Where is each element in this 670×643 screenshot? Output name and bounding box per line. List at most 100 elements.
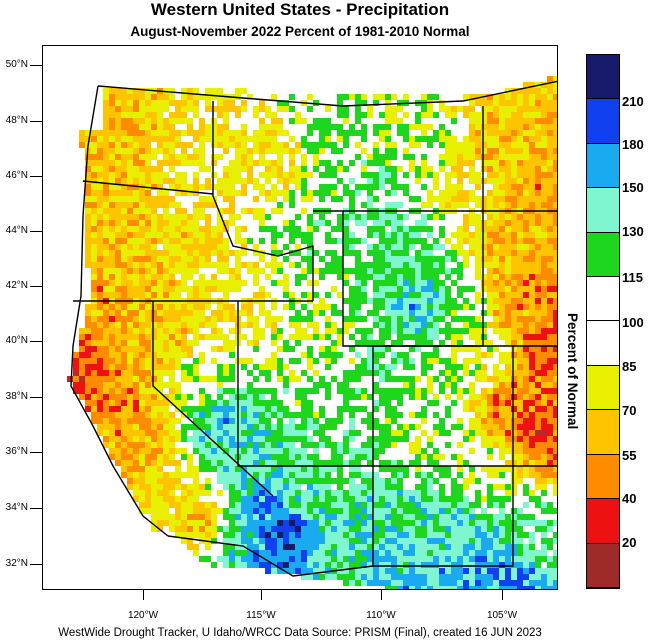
heat-cell [463, 466, 469, 472]
heat-cell [271, 280, 277, 286]
heat-cell [217, 190, 223, 196]
lat-label-42: 42°N [5, 280, 28, 291]
heat-cell [133, 388, 139, 394]
heat-cell [169, 328, 175, 334]
heat-cell [517, 316, 523, 322]
heat-cell [181, 256, 187, 262]
heat-cell [151, 184, 157, 190]
heat-cell [151, 256, 157, 262]
heat-cell [121, 442, 127, 448]
heat-cell [259, 226, 265, 232]
heat-cell [193, 160, 199, 166]
heat-cell [355, 202, 361, 208]
heat-cell [415, 436, 421, 442]
heat-cell [229, 148, 235, 154]
heat-cell [313, 322, 319, 328]
heat-cell [343, 172, 349, 178]
heat-cell [151, 112, 157, 118]
heat-cell [205, 178, 211, 184]
heat-cell [499, 250, 505, 256]
heat-cell [271, 460, 277, 466]
heat-cell [451, 100, 457, 106]
heat-cell [481, 124, 487, 130]
heat-cell [541, 232, 547, 238]
heat-cell [163, 340, 169, 346]
heat-cell [547, 106, 553, 112]
heat-cell [217, 316, 223, 322]
heat-cell [169, 160, 175, 166]
heat-cell [295, 106, 301, 112]
heat-cell [487, 262, 493, 268]
heat-cell [253, 340, 259, 346]
heat-cell [445, 214, 451, 220]
heat-cell [349, 286, 355, 292]
heat-cell [157, 112, 163, 118]
heat-cell [301, 244, 307, 250]
heat-cell [181, 286, 187, 292]
heat-cell [217, 346, 223, 352]
heat-cell [307, 292, 313, 298]
heat-cell [97, 196, 103, 202]
heat-cell [295, 148, 301, 154]
heat-cell [211, 322, 217, 328]
heat-cell [379, 352, 385, 358]
heat-cell [379, 394, 385, 400]
heat-cell [379, 112, 385, 118]
heat-cell [103, 364, 109, 370]
heat-cell [409, 388, 415, 394]
heat-cell [337, 106, 343, 112]
heat-cell [115, 136, 121, 142]
heat-cell [517, 178, 523, 184]
heat-cell [403, 226, 409, 232]
heat-cell [193, 322, 199, 328]
heat-cell [433, 316, 439, 322]
heat-cell [193, 310, 199, 316]
heat-cell [97, 280, 103, 286]
heat-cell [139, 370, 145, 376]
heat-cell [343, 142, 349, 148]
heat-cell [271, 430, 277, 436]
heat-cell [445, 430, 451, 436]
heat-cell [529, 100, 535, 106]
heat-cell [313, 442, 319, 448]
heat-cell [283, 358, 289, 364]
heat-cell [463, 112, 469, 118]
heat-cell [529, 124, 535, 130]
heat-cell [361, 316, 367, 322]
heat-cell [427, 238, 433, 244]
heat-cell [301, 178, 307, 184]
heat-cell [541, 130, 547, 136]
heat-cell [277, 346, 283, 352]
heat-cell [403, 328, 409, 334]
heat-cell [139, 262, 145, 268]
heat-cell [529, 370, 535, 376]
heat-cell [97, 160, 103, 166]
heat-cell [133, 364, 139, 370]
heat-cell [199, 352, 205, 358]
heat-cell [151, 448, 157, 454]
heat-cell [205, 238, 211, 244]
heat-cell [79, 142, 85, 148]
heat-cell [475, 304, 481, 310]
heat-cell [493, 382, 499, 388]
heat-cell [415, 448, 421, 454]
heat-cell [385, 106, 391, 112]
heat-cell [451, 124, 457, 130]
heat-cell [397, 268, 403, 274]
heat-cell [355, 340, 361, 346]
heat-cell [199, 322, 205, 328]
heat-cell [373, 370, 379, 376]
heat-cell [463, 430, 469, 436]
heat-cell [409, 262, 415, 268]
heat-cell [331, 226, 337, 232]
heat-cell [247, 226, 253, 232]
heat-cell [121, 400, 127, 406]
heat-cell [157, 94, 163, 100]
heat-cell [547, 226, 553, 232]
heat-cell [211, 154, 217, 160]
heat-cell [127, 94, 133, 100]
heat-cell [403, 166, 409, 172]
heat-cell [235, 292, 241, 298]
heat-cell [517, 226, 523, 232]
heat-cell [313, 358, 319, 364]
